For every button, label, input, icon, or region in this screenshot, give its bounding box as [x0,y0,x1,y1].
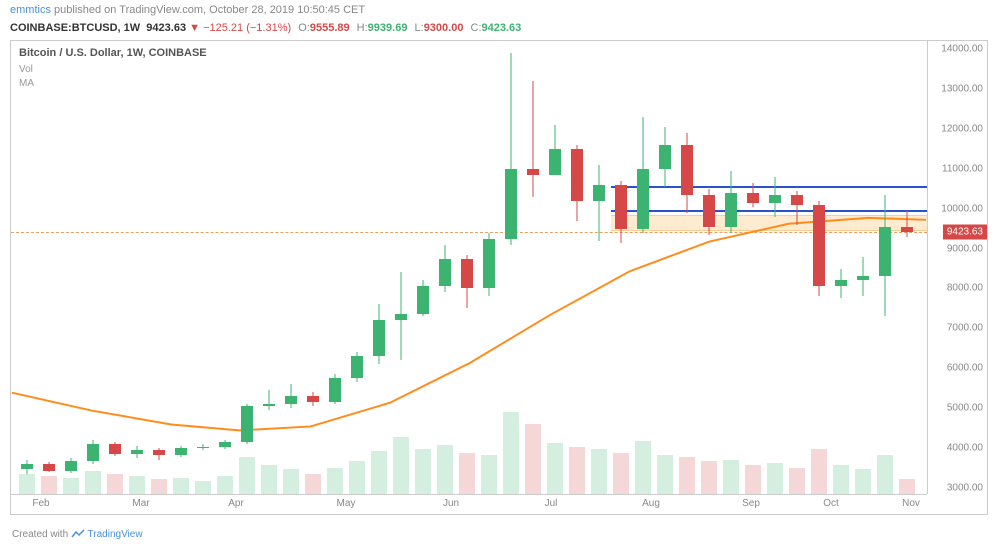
y-tick: 7000.00 [947,323,983,334]
x-tick: Sep [742,498,760,509]
candle [899,41,915,496]
candle [701,41,717,496]
candle [195,41,211,496]
footer: Created with TradingView [12,529,143,540]
candle [173,41,189,496]
candle [591,41,607,496]
candle [41,41,57,496]
header: emmtics published on TradingView.com, Oc… [0,0,1000,20]
candle [19,41,35,496]
candle [437,41,453,496]
candle [613,41,629,496]
candle [305,41,321,496]
candle [371,41,387,496]
candle [349,41,365,496]
candle [283,41,299,496]
candle [107,41,123,496]
ticker-open: 9555.89 [310,22,350,34]
candle [569,41,585,496]
x-tick: Jul [545,498,558,509]
y-tick: 14000.00 [941,43,983,54]
candle [525,41,541,496]
ticker-price: 9423.63 [146,22,186,34]
candle [393,41,409,496]
x-tick: Oct [823,498,839,509]
ticker-close: 9423.63 [482,22,522,34]
y-tick: 9000.00 [947,243,983,254]
candle [129,41,145,496]
candle [833,41,849,496]
ticker-high: 9939.69 [368,22,408,34]
y-tick: 3000.00 [947,483,983,494]
candle [877,41,893,496]
candle [635,41,651,496]
y-tick: 13000.00 [941,83,983,94]
candle [415,41,431,496]
y-tick: 5000.00 [947,403,983,414]
candle [63,41,79,496]
x-tick: Feb [32,498,49,509]
ticker-line: COINBASE:BTCUSD, 1W 9423.63 ▼ −125.21 (−… [0,20,1000,40]
x-tick: Aug [642,498,660,509]
candle [327,41,343,496]
x-axis: Feb Mar Apr May Jun Jul Aug Sep Oct Nov [11,494,927,514]
candle [547,41,563,496]
x-tick: May [337,498,356,509]
candle [503,41,519,496]
candle [745,41,761,496]
chart-title: Bitcoin / U.S. Dollar, 1W, COINBASE [19,47,207,59]
candle [855,41,871,496]
tradingview-icon [71,529,85,539]
down-arrow-icon: ▼ [189,22,200,34]
y-tick: 8000.00 [947,283,983,294]
x-tick: Jun [443,498,459,509]
candle [767,41,783,496]
plot-area[interactable] [11,41,927,494]
candle [811,41,827,496]
y-tick: 4000.00 [947,443,983,454]
ticker-low: 9300.00 [424,22,464,34]
candle [239,41,255,496]
candle [657,41,673,496]
candle [261,41,277,496]
candle [679,41,695,496]
candle [151,41,167,496]
y-tick: 11000.00 [942,163,983,174]
x-tick: Mar [132,498,149,509]
candle [459,41,475,496]
ticker-symbol: COINBASE:BTCUSD, 1W [10,22,140,34]
ticker-change: −125.21 (−1.31%) [203,22,291,34]
y-tick: 12000.00 [941,123,983,134]
candle [789,41,805,496]
user-link[interactable]: emmtics [10,4,51,16]
x-tick: Apr [228,498,244,509]
candle [481,41,497,496]
tradingview-link[interactable]: TradingView [88,529,143,540]
y-tick: 6000.00 [947,363,983,374]
x-tick: Nov [902,498,920,509]
y-axis: 3000.00 4000.00 5000.00 6000.00 7000.00 8000.… [927,41,987,494]
candle [217,41,233,496]
candle [723,41,739,496]
candle [85,41,101,496]
chart-container[interactable]: Bitcoin / U.S. Dollar, 1W, COINBASE Vol … [10,40,988,515]
chart-sub: Vol MA [19,63,34,91]
y-tick: 10000.00 [941,203,983,214]
published-text: published on TradingView.com, October 28… [54,4,365,16]
current-price-tag: 9423.63 [943,224,987,239]
